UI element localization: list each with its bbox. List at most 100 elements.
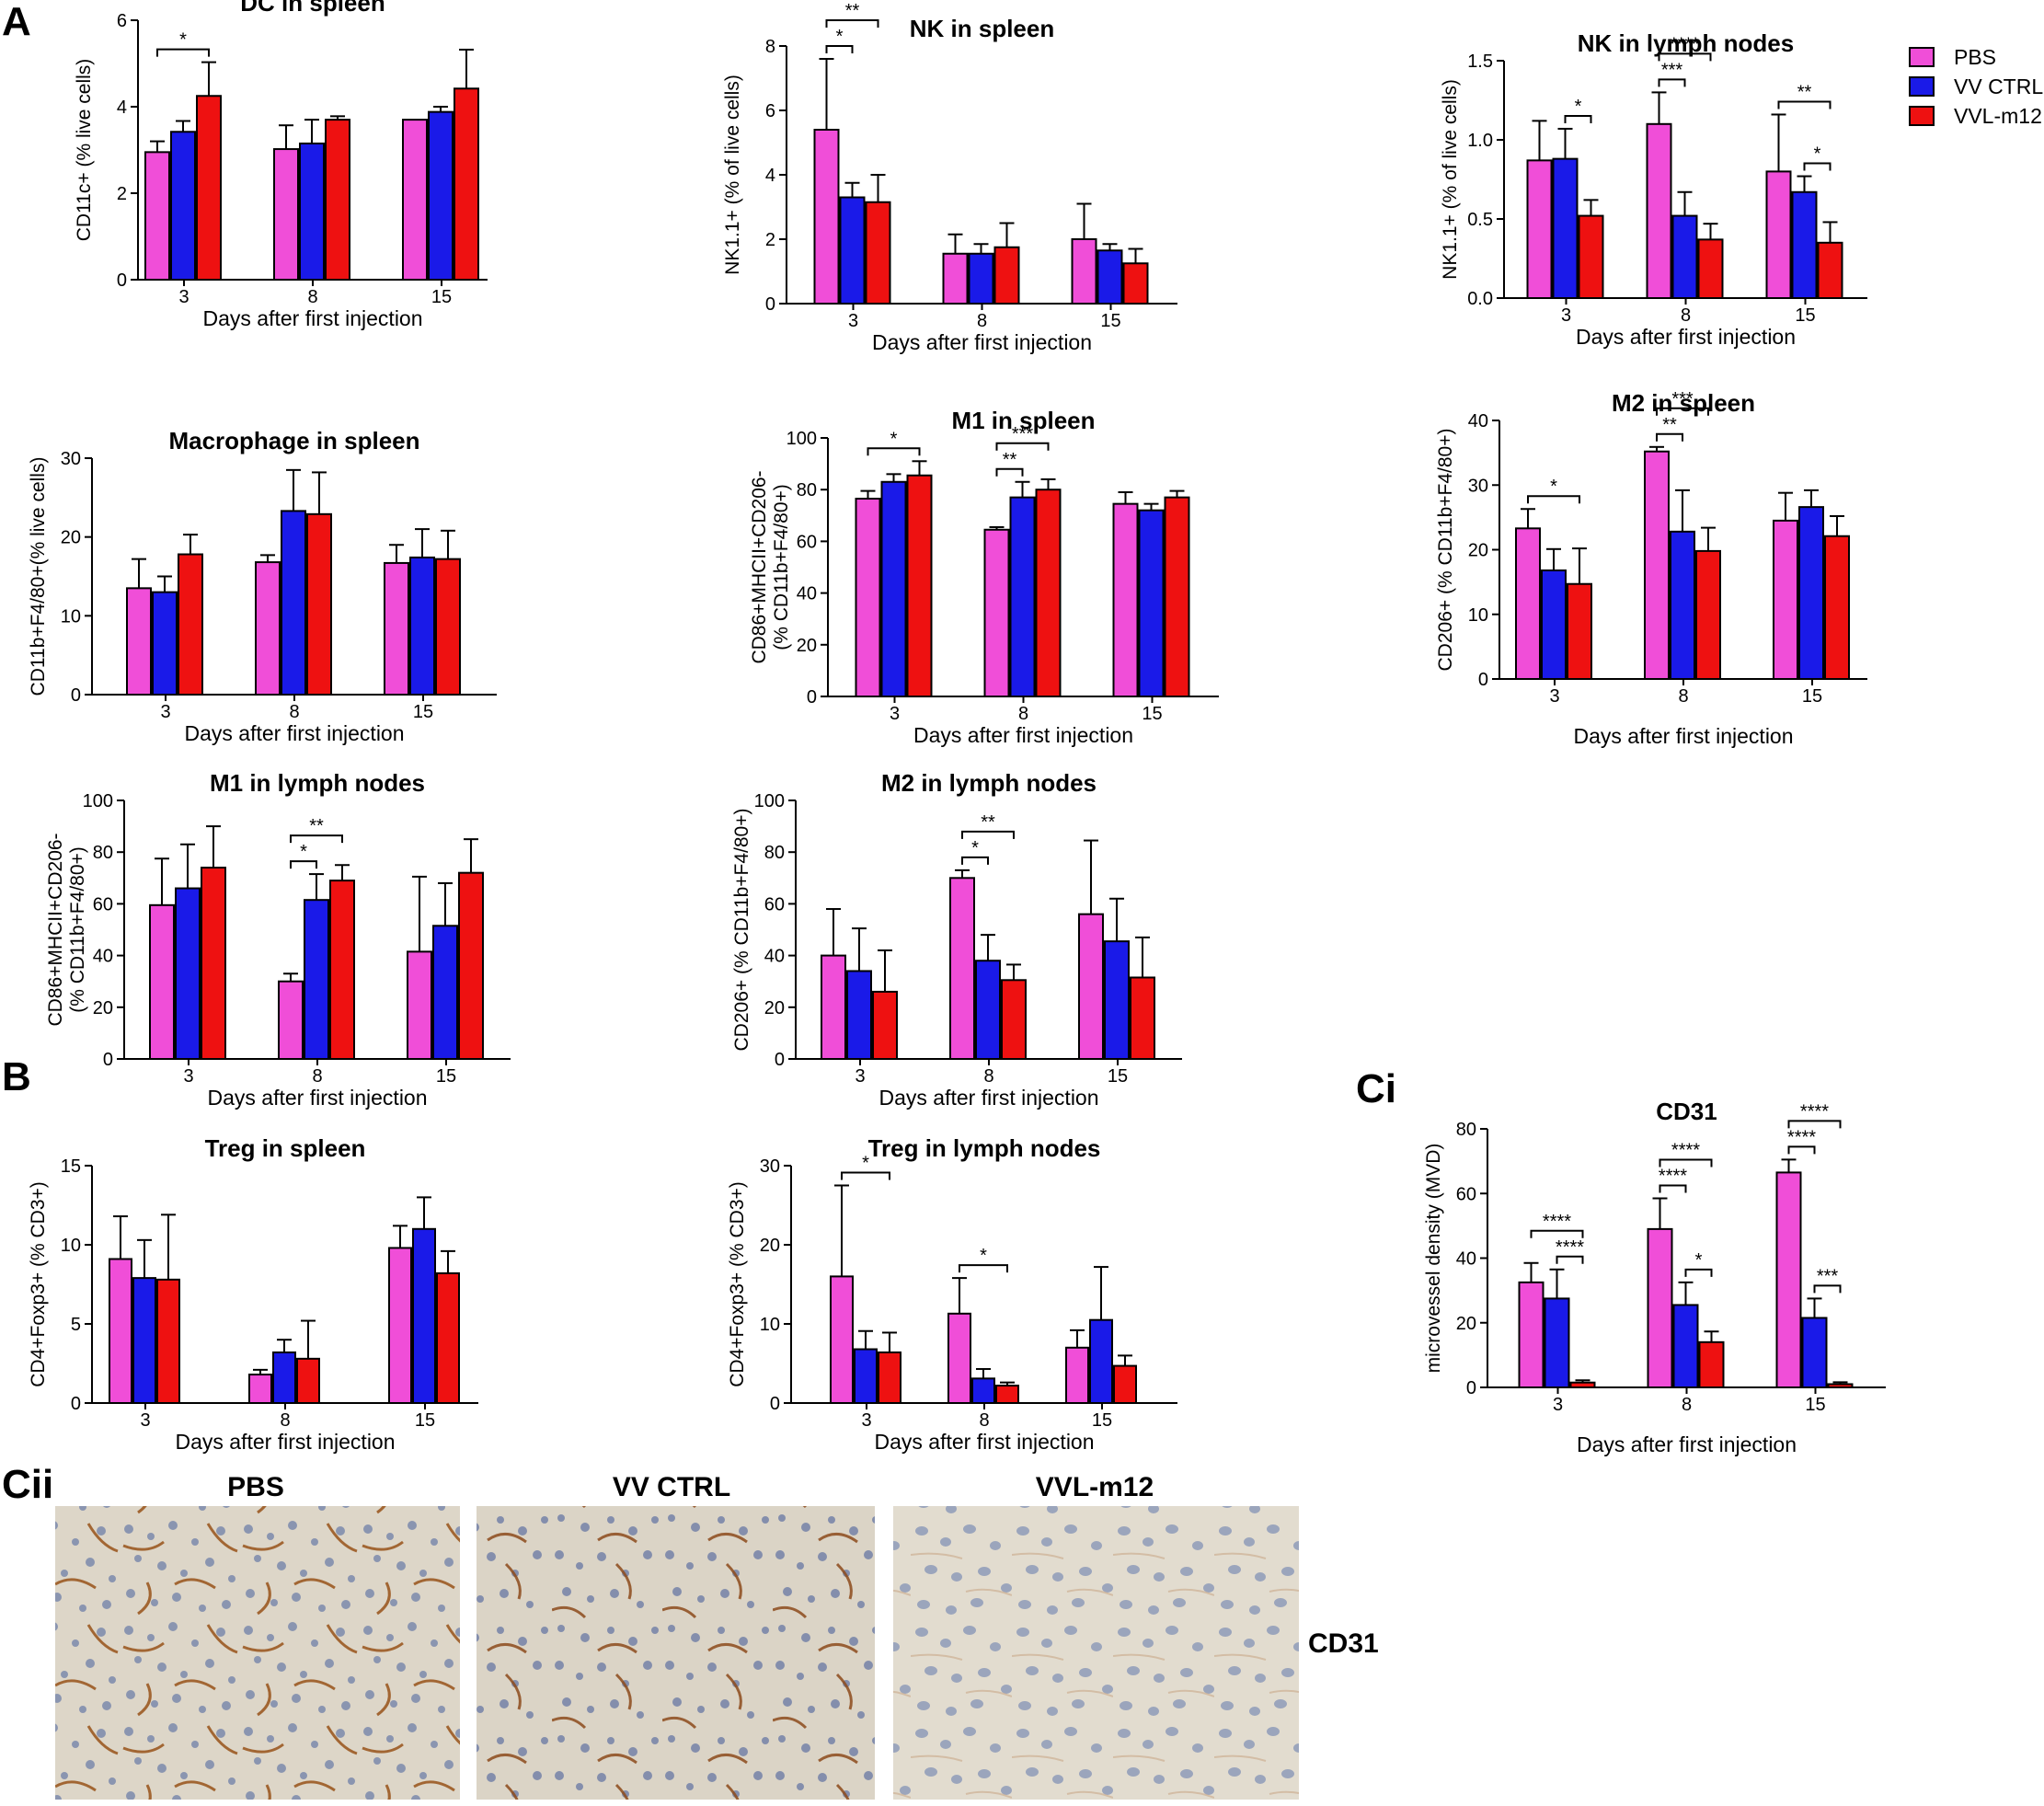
- significance-bracket: [1787, 1145, 1816, 1155]
- x-tick-label: 15: [1805, 1395, 1825, 1415]
- significance-label: **: [1003, 450, 1017, 470]
- y-tick-label: 80: [797, 480, 817, 500]
- bar-vv-ctrl: [1104, 940, 1130, 1061]
- bar-pbs: [1515, 527, 1541, 680]
- chart-nk-spleen: NK in spleen 0 2 4 6 8 3 8 15 Days after first in…: [722, 1, 1177, 354]
- x-tick-label: 3: [178, 287, 189, 307]
- chart-title: NK in lymph nodes: [1578, 29, 1794, 57]
- bar-vvl-m12: [993, 246, 1020, 305]
- bar-pbs: [1775, 1171, 1802, 1388]
- x-tick-label: 8: [979, 1410, 989, 1431]
- bar-pbs: [248, 1374, 272, 1405]
- x-tick-label: 3: [1553, 1395, 1563, 1415]
- bar-vvl-m12: [156, 1278, 180, 1404]
- significance-bracket: [961, 856, 989, 865]
- x-tick-label: 8: [983, 1066, 993, 1087]
- significance-label: ****: [1671, 34, 1699, 54]
- x-axis-label: Days after first injection: [202, 306, 422, 330]
- bar-vv-ctrl: [1097, 249, 1123, 305]
- bar-vv-ctrl: [880, 480, 907, 698]
- y-tick-label: 1.0: [1467, 131, 1493, 151]
- bar-vvl-m12: [906, 474, 933, 697]
- x-tick-label: 3: [140, 1410, 150, 1431]
- micrograph-panel: PBS VV CTRL VVL-m12 CD31: [55, 1472, 1379, 1800]
- significance-bracket: [290, 860, 317, 869]
- significance-label: ***: [1817, 1266, 1839, 1286]
- micrograph-title-vv-ctrl: VV CTRL: [613, 1472, 730, 1502]
- micrograph-vvl-m12: [893, 1506, 1299, 1800]
- significance-bracket: [825, 45, 854, 53]
- bar-vvl-m12: [878, 1351, 901, 1404]
- panel-label-ci: Ci: [1356, 1066, 1396, 1111]
- significance-label: **: [981, 812, 995, 833]
- bar-vvl-m12: [1164, 496, 1190, 697]
- bar-pbs: [949, 877, 975, 1060]
- y-tick-label: 40: [764, 947, 785, 967]
- x-tick-label: 15: [1100, 311, 1120, 331]
- x-tick-label: 3: [1549, 686, 1559, 707]
- x-tick-label: 3: [861, 1410, 871, 1431]
- bar-vvl-m12: [872, 990, 898, 1060]
- significance-bracket: [1777, 100, 1832, 109]
- y-axis-label-line2: (% CD11b+F4/80+): [771, 484, 792, 650]
- legend-label-vvl-m12: VVL-m12: [1954, 104, 2042, 128]
- y-tick-label: 10: [61, 1236, 81, 1256]
- x-tick-label: 8: [1018, 704, 1028, 724]
- y-tick-label: 40: [93, 947, 113, 967]
- micrograph-title-vvl-m12: VVL-m12: [1036, 1472, 1154, 1502]
- bar-vvl-m12: [1698, 1340, 1725, 1388]
- bar-vvl-m12: [1122, 262, 1149, 305]
- significance-bracket: [1684, 1268, 1713, 1277]
- bar-vv-ctrl: [975, 960, 1001, 1060]
- panel-label-cii: Cii: [2, 1462, 53, 1507]
- bar-vv-ctrl: [1791, 190, 1818, 299]
- significance-label: ****: [1659, 1167, 1687, 1187]
- bar-vvl-m12: [1827, 1383, 1854, 1389]
- bar-vvl-m12: [1817, 241, 1843, 299]
- chart-title: Treg in lymph nodes: [868, 1134, 1101, 1162]
- x-tick-label: 15: [1092, 1410, 1112, 1431]
- y-tick-label: 0: [1478, 670, 1488, 690]
- chart-cd31: CD31 0 20 40 60 80 3 8 15 Days after first inject…: [1423, 1098, 1886, 1456]
- bar-vv-ctrl: [132, 1277, 156, 1404]
- y-tick-label: 20: [1456, 1314, 1476, 1334]
- bar-pbs: [149, 903, 175, 1060]
- bar-pbs: [1112, 502, 1139, 698]
- y-tick-label: 60: [93, 894, 113, 915]
- significance-bracket: [290, 834, 343, 844]
- y-tick-label: 0: [1466, 1378, 1476, 1398]
- chart-title: M1 in lymph nodes: [210, 769, 425, 797]
- bar-pbs: [388, 1247, 412, 1404]
- bar-pbs: [1647, 1227, 1673, 1388]
- y-tick-label: 8: [765, 37, 775, 57]
- bar-pbs: [402, 119, 428, 281]
- bar-vv-ctrl: [1009, 496, 1036, 697]
- x-tick-label: 3: [855, 1066, 865, 1087]
- bar-pbs: [1646, 122, 1672, 299]
- significance-bracket: [825, 19, 879, 28]
- x-tick-label: 3: [890, 704, 900, 724]
- y-axis-label: NK1.1+ (% of live cells): [1440, 79, 1461, 280]
- significance-bracket: [1658, 78, 1686, 87]
- y-tick-label: 5: [71, 1315, 81, 1335]
- bar-vvl-m12: [296, 1357, 320, 1404]
- significance-bracket: [1530, 1229, 1584, 1238]
- bar-vv-ctrl: [1552, 157, 1579, 299]
- bar-pbs: [1071, 238, 1097, 305]
- bar-vvl-m12: [329, 880, 355, 1060]
- chart-title: CD31: [1656, 1098, 1717, 1125]
- y-tick-label: 80: [93, 843, 113, 863]
- x-tick-label: 3: [848, 311, 858, 331]
- chart-m1-ln: M1 in lymph nodes 0 20 40 60 80 100 3 8 15 Days af…: [45, 769, 511, 1110]
- bar-vv-ctrl: [1671, 214, 1698, 299]
- chart-title: M2 in lymph nodes: [881, 769, 1097, 797]
- x-axis-label: Days after first injection: [872, 330, 1092, 354]
- x-axis-label: Days after first injection: [175, 1430, 395, 1454]
- micrograph-pbs: [55, 1506, 460, 1800]
- y-axis-label-line2: (% CD11b+F4/80+): [67, 846, 88, 1013]
- x-axis-label: Days after first injection: [1573, 724, 1793, 748]
- y-axis-label: CD4+Foxp3+ (% CD3+): [727, 1181, 748, 1387]
- y-tick-label: 30: [61, 449, 81, 469]
